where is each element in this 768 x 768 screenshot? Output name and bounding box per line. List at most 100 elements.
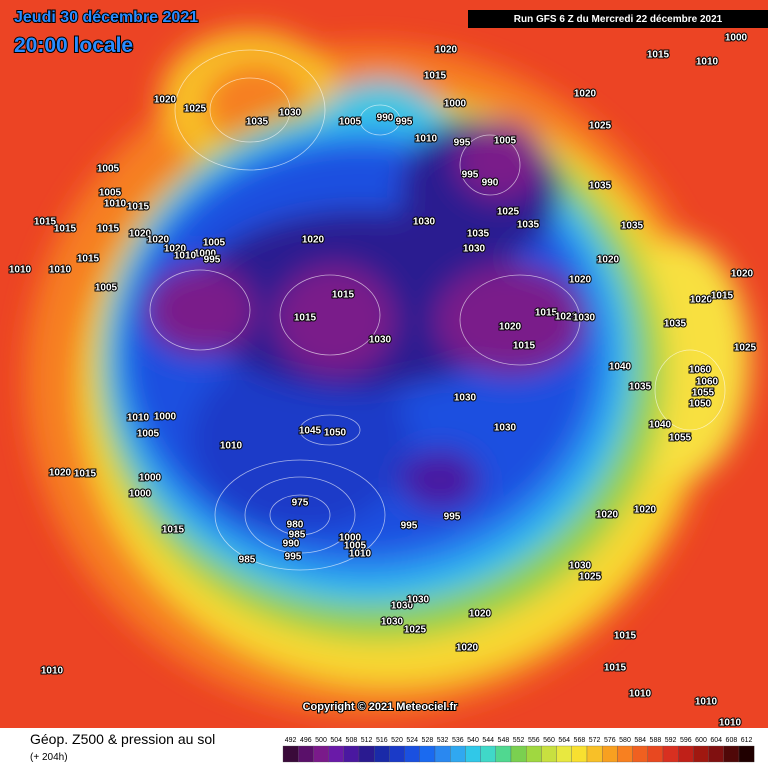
color-scale: 492 496 500 504 508 512 516 520 524 528 532 536 540 5… — [282, 737, 755, 763]
scale-swatch — [313, 745, 329, 763]
pressure-label: 1040 — [609, 362, 632, 373]
pressure-label: 1015 — [424, 71, 447, 82]
pressure-label: 1030 — [369, 335, 392, 346]
scale-swatch — [510, 745, 527, 763]
scale-label: 516 — [376, 737, 388, 744]
pressure-label: 1000 — [339, 533, 362, 544]
pressure-label: 1040 — [649, 420, 672, 431]
pressure-label: 1020 — [456, 643, 479, 654]
pressure-label: 1020 — [49, 468, 72, 479]
scale-label: 560 — [543, 737, 555, 744]
scale-swatch — [571, 745, 588, 763]
scale-swatch — [450, 745, 466, 763]
scale-label: 508 — [346, 737, 358, 744]
scale-swatch — [298, 745, 314, 763]
pressure-label: 985 — [239, 555, 256, 566]
pressure-label: 995 — [462, 170, 479, 181]
pressure-label: 1035 — [664, 319, 687, 330]
scale-swatch — [389, 745, 405, 763]
pressure-label: 1020 — [435, 45, 458, 56]
pressure-label: 1000 — [129, 489, 152, 500]
pressure-label: 1005 — [203, 238, 226, 249]
scale-label: 604 — [710, 737, 722, 744]
scale-swatch — [556, 745, 572, 763]
pressure-label: 1005 — [97, 164, 120, 175]
time: 20:00 locale — [14, 34, 133, 57]
copyright: Copyright © 2021 Meteociel.fr — [303, 701, 459, 713]
pressure-label: 1035 — [621, 221, 644, 232]
pressure-label: 980 — [287, 520, 304, 531]
scale-label: 512 — [361, 737, 373, 744]
pressure-label: 1035 — [629, 382, 652, 393]
scale-label: 600 — [695, 737, 707, 744]
pressure-label: 1025 — [404, 625, 427, 636]
pressure-label: 995 — [396, 117, 413, 128]
pressure-label: 1035 — [589, 181, 612, 192]
pressure-label: 1020 — [596, 510, 619, 521]
pressure-label: 1015 — [535, 308, 558, 319]
pressure-label: 1020 — [154, 95, 177, 106]
pressure-label: 1020 — [569, 275, 592, 286]
pressure-label: 1000 — [139, 473, 162, 484]
pressure-label: 1010 — [41, 666, 64, 677]
pressure-label: 1015 — [604, 663, 627, 674]
pressure-label: 1020 — [469, 609, 492, 620]
pressure-label: 1020 — [164, 244, 187, 255]
pressure-label: 1020 — [147, 235, 170, 246]
pressure-label: 1015 — [74, 469, 97, 480]
scale-swatch — [404, 745, 420, 763]
scale-label: 540 — [467, 737, 479, 744]
scale-label: 592 — [665, 737, 677, 744]
pressure-label: 1005 — [339, 117, 362, 128]
scale-swatch — [678, 745, 694, 763]
scale-swatch — [541, 745, 557, 763]
pressure-label: 1005 — [494, 136, 517, 147]
pressure-label: 1035 — [517, 220, 540, 231]
date: Jeudi 30 décembre 2021 — [14, 9, 198, 26]
pressure-label: 1050 — [689, 399, 712, 410]
pressure-label: 1020 — [302, 235, 325, 246]
scale-swatch — [465, 745, 481, 763]
scale-label: 596 — [680, 737, 692, 744]
scale-swatch — [708, 745, 724, 763]
pressure-label: 985 — [289, 530, 306, 541]
pressure-label: 1015 — [54, 224, 77, 235]
scale-swatch — [343, 745, 360, 763]
scale-label: 536 — [452, 737, 464, 744]
scale-swatch — [358, 745, 375, 763]
pressure-label: 1020 — [129, 229, 152, 240]
scale-label: 492 — [285, 737, 297, 744]
pressure-label: 990 — [482, 178, 499, 189]
pressure-label: 1015 — [162, 525, 185, 536]
scale-swatch — [586, 745, 603, 763]
pressure-label: 1060 — [696, 377, 719, 388]
scale-swatch — [374, 745, 390, 763]
pressure-label: 1030 — [463, 244, 486, 255]
scale-label: 556 — [528, 737, 540, 744]
pressure-label: 1030 — [381, 617, 404, 628]
scale-swatch — [282, 745, 299, 763]
pressure-label: 1000 — [725, 33, 748, 44]
scale-label: 524 — [406, 737, 418, 744]
scale-swatch — [419, 745, 436, 763]
pressure-label: 995 — [285, 552, 302, 563]
pressure-label: 1025 — [184, 104, 207, 115]
pressure-label: 1005 — [137, 429, 160, 440]
pressure-label: 1015 — [294, 313, 317, 324]
scale-label: 552 — [513, 737, 525, 744]
pressure-label: 1050 — [324, 428, 347, 439]
scale-swatch — [617, 745, 633, 763]
scale-swatch — [495, 745, 512, 763]
scale-swatch — [328, 745, 344, 763]
scale-swatch — [693, 745, 709, 763]
scale-swatch — [602, 745, 618, 763]
scale-swatch — [647, 745, 664, 763]
pressure-label: 1030 — [569, 561, 592, 572]
pressure-label: 1025 — [579, 572, 602, 583]
scale-label: 548 — [498, 737, 510, 744]
scale-swatch — [526, 745, 542, 763]
pressure-label: 1055 — [669, 433, 692, 444]
pressure-label: 1010 — [629, 689, 652, 700]
